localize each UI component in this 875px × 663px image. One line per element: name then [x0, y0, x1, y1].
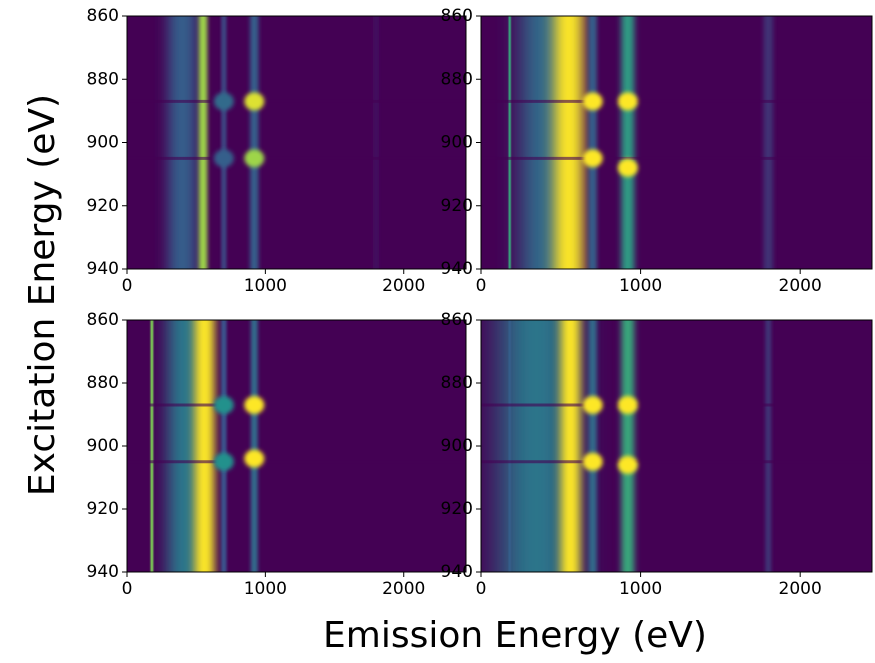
- emission-band: [198, 16, 208, 269]
- y-tick-label: 880: [441, 373, 473, 393]
- x-tick-label: 0: [476, 579, 487, 599]
- resonance-spot: [244, 92, 265, 111]
- emission-band: [250, 16, 259, 269]
- resonance-spot: [582, 149, 603, 168]
- heatmap-panel: [127, 320, 466, 572]
- emission-band: [250, 320, 258, 572]
- resonance-spot: [213, 452, 234, 471]
- y-tick-label: 940: [87, 259, 119, 279]
- resonance-spot: [582, 92, 603, 111]
- resonance-spot: [582, 396, 603, 415]
- y-tick-label: 880: [441, 69, 473, 89]
- y-tick-label: 860: [441, 6, 473, 26]
- x-tick-label: 2000: [382, 276, 425, 296]
- x-tick-label: 0: [476, 276, 487, 296]
- resonance-spot: [213, 92, 234, 111]
- y-tick-label: 860: [87, 6, 119, 26]
- plot-frame: [480, 319, 873, 573]
- emission-band: [588, 320, 597, 572]
- emission-band: [588, 16, 597, 269]
- emission-band: [150, 320, 154, 572]
- resonance-spot: [617, 158, 638, 177]
- resonance-spot: [213, 396, 234, 415]
- x-tick-label: 1000: [244, 579, 287, 599]
- y-tick-label: 940: [441, 259, 473, 279]
- emission-band: [621, 16, 635, 269]
- resonance-spot: [617, 92, 638, 111]
- resonance-spot: [617, 396, 638, 415]
- y-tick-label: 900: [441, 133, 473, 153]
- x-tick-label: 1000: [244, 276, 287, 296]
- x-tick-label: 1000: [619, 276, 662, 296]
- resonance-spot: [244, 149, 265, 168]
- y-tick-label: 940: [87, 562, 119, 582]
- resonance-spot: [244, 449, 265, 468]
- y-tick-label: 940: [441, 562, 473, 582]
- resonance-spot: [213, 149, 234, 168]
- emission-band: [508, 320, 511, 572]
- plot-frame: [126, 15, 467, 270]
- y-tick-label: 920: [441, 196, 473, 216]
- x-tick-label: 0: [122, 579, 133, 599]
- y-tick-label: 880: [87, 69, 119, 89]
- emission-band: [508, 16, 511, 269]
- heatmap-panel: [127, 16, 466, 269]
- emission-band: [373, 16, 379, 269]
- y-tick-label: 920: [87, 196, 119, 216]
- heatmap-panel: [481, 320, 872, 572]
- resonance-spot: [244, 396, 265, 415]
- emission-band: [765, 320, 772, 572]
- emission-band: [554, 16, 584, 269]
- y-tick-label: 900: [441, 436, 473, 456]
- y-tick-label: 900: [87, 436, 119, 456]
- y-tick-label: 920: [441, 499, 473, 519]
- y-tick-label: 860: [87, 310, 119, 330]
- y-tick-label: 860: [441, 310, 473, 330]
- emission-band: [194, 320, 215, 572]
- x-axis-label: Emission Energy (eV): [323, 615, 707, 656]
- emission-band: [763, 16, 774, 269]
- x-tick-label: 1000: [619, 579, 662, 599]
- x-tick-label: 2000: [779, 276, 822, 296]
- resonance-spot: [582, 452, 603, 471]
- y-tick-label: 880: [87, 373, 119, 393]
- x-tick-label: 0: [122, 276, 133, 296]
- x-tick-label: 2000: [779, 579, 822, 599]
- y-tick-label: 920: [87, 499, 119, 519]
- resonance-spot: [617, 455, 638, 474]
- emission-band: [221, 320, 227, 572]
- emission-band: [221, 16, 227, 269]
- y-axis-label: Excitation Energy (eV): [22, 94, 63, 496]
- heatmap-panel: [481, 16, 872, 269]
- plot-frame: [480, 15, 873, 270]
- emission-band: [560, 320, 580, 572]
- x-tick-label: 2000: [382, 579, 425, 599]
- emission-band: [168, 16, 197, 269]
- plot-frame: [126, 319, 467, 573]
- y-tick-label: 900: [87, 133, 119, 153]
- emission-band: [621, 320, 635, 572]
